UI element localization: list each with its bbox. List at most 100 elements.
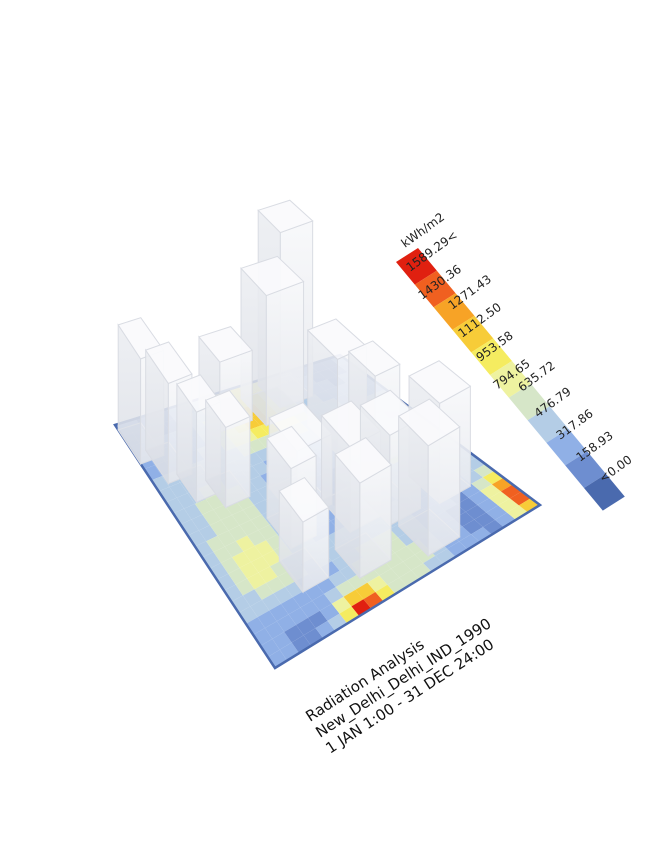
legend-swatch	[565, 451, 606, 488]
grid-cell	[261, 593, 282, 611]
grid-cell	[224, 541, 244, 558]
grid-cell	[335, 580, 356, 597]
grid-cell	[257, 610, 277, 629]
grid-cell	[483, 519, 504, 535]
grid-cell	[351, 599, 372, 617]
grid-cell	[198, 525, 218, 542]
grid-cell	[468, 491, 490, 506]
grid-cell	[254, 582, 274, 600]
grid-cell	[498, 498, 519, 513]
grid-cell	[387, 577, 408, 594]
grid-cell	[312, 593, 332, 611]
legend-swatch	[546, 428, 588, 466]
grid-cell	[269, 603, 289, 622]
grid-cell	[243, 545, 263, 563]
grid-cell	[391, 561, 412, 578]
grid-cell	[343, 589, 364, 607]
legend-swatch	[452, 315, 494, 353]
grid-cell	[151, 476, 170, 492]
grid-cell	[288, 607, 308, 625]
grid-cell	[232, 551, 251, 568]
grid-cell	[411, 563, 432, 580]
grid-cell	[355, 582, 376, 600]
grid-cell	[347, 573, 368, 590]
grid-cell	[375, 584, 396, 602]
grid-cell	[394, 546, 415, 562]
grid-cell	[471, 477, 492, 492]
grid-cell	[262, 550, 282, 567]
legend-label-10: <0.00	[597, 452, 635, 485]
grid-cell	[220, 557, 240, 574]
grid-cell	[247, 438, 266, 453]
grid-cell	[480, 484, 501, 499]
grid-cell	[254, 540, 274, 557]
grid-cell	[176, 493, 195, 509]
grid-cell	[292, 590, 313, 608]
grid-cell	[459, 483, 481, 498]
grid-cell	[315, 620, 336, 639]
grid-cell	[239, 520, 259, 536]
grid-cell	[249, 475, 269, 491]
grid-cell	[258, 524, 278, 541]
grid-cell	[169, 482, 188, 498]
grid-cell	[235, 578, 255, 596]
grid-cell	[465, 505, 487, 520]
grid-cell	[477, 498, 499, 513]
legend-swatch	[414, 270, 456, 308]
grid-cell	[327, 613, 348, 631]
legend-swatch	[433, 293, 475, 330]
grid-cell	[456, 497, 478, 512]
building-volume	[204, 389, 251, 509]
legend-color-bar	[396, 248, 625, 511]
grid-cell	[284, 624, 304, 643]
grid-cell	[191, 514, 210, 531]
grid-cell	[474, 512, 496, 528]
grid-cell	[213, 546, 233, 563]
grid-cell	[471, 527, 492, 543]
grid-cell	[266, 576, 286, 594]
grid-cell	[228, 567, 248, 585]
grid-cell	[273, 586, 293, 604]
grid-cell	[250, 556, 270, 573]
legend-swatch	[584, 474, 625, 511]
grid-cell	[272, 631, 292, 650]
legend-swatch	[527, 406, 569, 443]
grid-cell	[209, 520, 229, 536]
grid-cell	[194, 499, 214, 515]
grid-cell	[327, 570, 348, 588]
building-volume	[397, 398, 461, 558]
grid-cell	[363, 592, 384, 609]
grid-cell	[300, 600, 320, 618]
grid-cell	[144, 465, 163, 481]
grid-cell	[399, 570, 420, 587]
grid-cell	[403, 554, 424, 571]
grid-cell	[489, 491, 510, 506]
grid-cell	[462, 519, 484, 535]
legend-swatch	[490, 361, 531, 398]
grid-cell	[249, 425, 269, 439]
grid-cell	[506, 505, 528, 520]
grid-cell	[331, 596, 352, 614]
grid-cell	[367, 575, 388, 593]
grid-cell	[339, 606, 360, 624]
grid-cell	[184, 503, 203, 520]
grid-cell	[217, 530, 236, 547]
grid-cell	[250, 599, 270, 618]
grid-cell	[173, 508, 192, 525]
grid-cell	[281, 597, 301, 615]
grid-cell	[242, 589, 262, 607]
grid-cell	[246, 490, 266, 505]
grid-cell	[447, 541, 468, 557]
grid-cell	[220, 515, 240, 531]
grid-cell	[205, 494, 225, 510]
grid-cell	[250, 514, 270, 531]
grid-cell	[495, 512, 516, 528]
grid-cell	[242, 504, 262, 521]
legend-swatch	[471, 338, 512, 375]
building-volume	[278, 476, 330, 594]
grid-cell	[296, 617, 316, 636]
analysis-title-block: Radiation Analysis New_Delhi_Delhi_IND_1…	[302, 614, 497, 757]
buildings-group	[117, 199, 472, 594]
grid-cell	[231, 509, 251, 526]
